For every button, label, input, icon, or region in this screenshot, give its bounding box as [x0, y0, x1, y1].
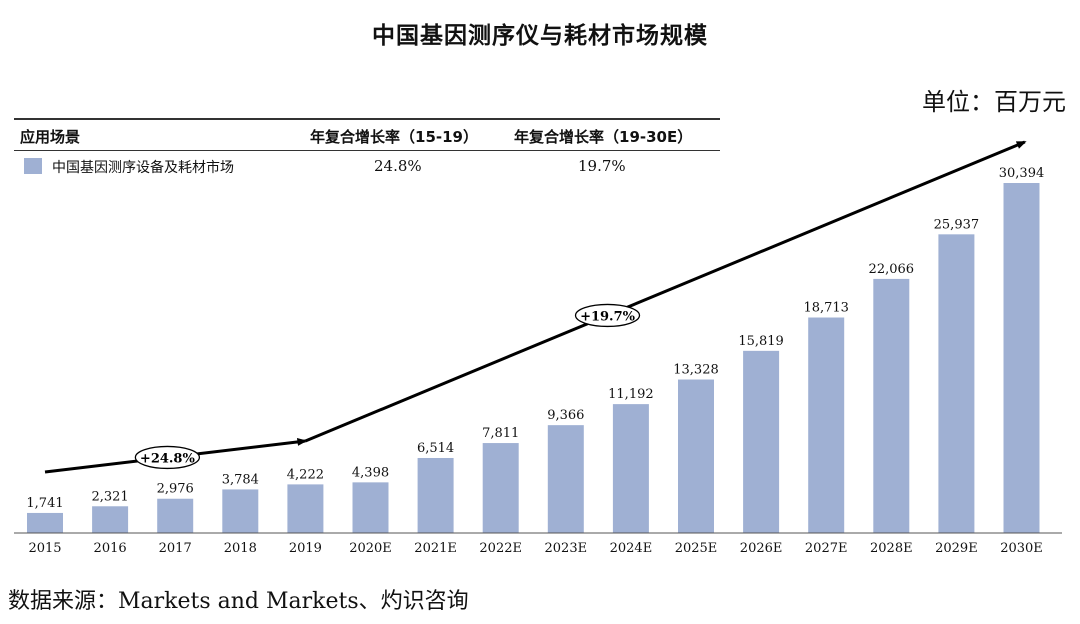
- bar-2015: [27, 512, 63, 533]
- value-label-2026E: 15,819: [738, 334, 784, 349]
- cagr-15-19-label: +24.8%: [140, 451, 196, 466]
- bar-2028E: [873, 278, 910, 533]
- header-cagr-15-19: 年复合增长率（15-19）: [310, 128, 478, 146]
- cagr-19-30-bubble: [574, 303, 641, 328]
- bar-2024E: [612, 404, 649, 533]
- tick-label-2017: 2017: [159, 541, 192, 556]
- value-label-2021E: 6,514: [417, 441, 454, 456]
- legend-label: 中国基因测序设备及耗材市场: [52, 160, 234, 176]
- tick-label-2029E: 2029E: [935, 541, 978, 556]
- value-label-2020E: 4,398: [352, 465, 389, 480]
- tick-label-2016: 2016: [94, 541, 127, 556]
- value-label-2024E: 11,192: [608, 387, 654, 402]
- bar-2019: [287, 484, 324, 533]
- header-cagr-19-30: 年复合增长率（19-30E）: [514, 128, 693, 146]
- tick-label-2025E: 2025E: [675, 541, 718, 556]
- tick-label-2020E: 2020E: [349, 541, 392, 556]
- bar-2023E: [547, 425, 584, 533]
- value-label-2023E: 9,366: [547, 408, 584, 423]
- value-label-2017: 2,976: [157, 482, 194, 497]
- tick-label-2028E: 2028E: [870, 541, 913, 556]
- tick-label-2024E: 2024E: [610, 541, 653, 556]
- tick-label-2018: 2018: [224, 541, 257, 556]
- cagr-19-30-value: 19.7%: [578, 157, 626, 175]
- bar-2030E: [1003, 183, 1040, 533]
- cagr-table-header: 应用场景 年复合增长率（15-19） 年复合增长率（19-30E）: [14, 118, 720, 151]
- tick-label-2027E: 2027E: [805, 541, 848, 556]
- value-label-2016: 2,321: [91, 489, 128, 504]
- cagr-arrow-19-30: [304, 140, 1027, 443]
- unit-label: 单位：百万元: [922, 88, 1066, 116]
- value-label-2027E: 18,713: [803, 301, 849, 316]
- value-label-2025E: 13,328: [673, 363, 719, 378]
- cagr-15-19-value: 24.8%: [374, 157, 422, 175]
- value-label-2028E: 22,066: [869, 262, 915, 277]
- tick-label-2026E: 2026E: [740, 541, 783, 556]
- tick-label-2022E: 2022E: [479, 541, 522, 556]
- value-label-2029E: 25,937: [934, 217, 980, 232]
- bar-2022E: [482, 443, 519, 533]
- bar-2025E: [678, 379, 714, 533]
- header-scenario: 应用场景: [20, 128, 81, 146]
- bar-2017: [157, 498, 194, 533]
- cagr-table-row: 中国基因测序设备及耗材市场 24.8% 19.7%: [14, 151, 720, 181]
- bar-2016: [92, 506, 129, 533]
- bar-2029E: [938, 234, 975, 533]
- tick-label-2023E: 2023E: [545, 541, 588, 556]
- cagr-table: 应用场景 年复合增长率（15-19） 年复合增长率（19-30E） 中国基因测序…: [14, 118, 720, 181]
- bar-2018: [222, 489, 259, 533]
- value-label-2015: 1,741: [26, 496, 63, 511]
- value-label-2030E: 30,394: [999, 166, 1045, 181]
- bar-2021E: [417, 457, 454, 533]
- cagr-15-19-bubble: [134, 445, 201, 470]
- tick-label-2015: 2015: [28, 541, 61, 556]
- chart-title: 中国基因测序仪与耗材市场规模: [372, 23, 708, 49]
- legend-swatch: [24, 158, 42, 174]
- tick-label-2019: 2019: [289, 541, 322, 556]
- bar-2020E: [352, 482, 389, 533]
- bar-2026E: [743, 350, 780, 533]
- tick-label-2030E: 2030E: [1000, 541, 1043, 556]
- cagr-19-30-label: +19.7%: [580, 309, 636, 324]
- value-label-2022E: 7,811: [482, 426, 519, 441]
- value-label-2018: 3,784: [222, 472, 259, 487]
- data-source: 数据来源：Markets and Markets、灼识咨询: [8, 589, 469, 614]
- tick-label-2021E: 2021E: [414, 541, 457, 556]
- value-label-2019: 4,222: [287, 467, 324, 482]
- bar-2027E: [808, 317, 845, 533]
